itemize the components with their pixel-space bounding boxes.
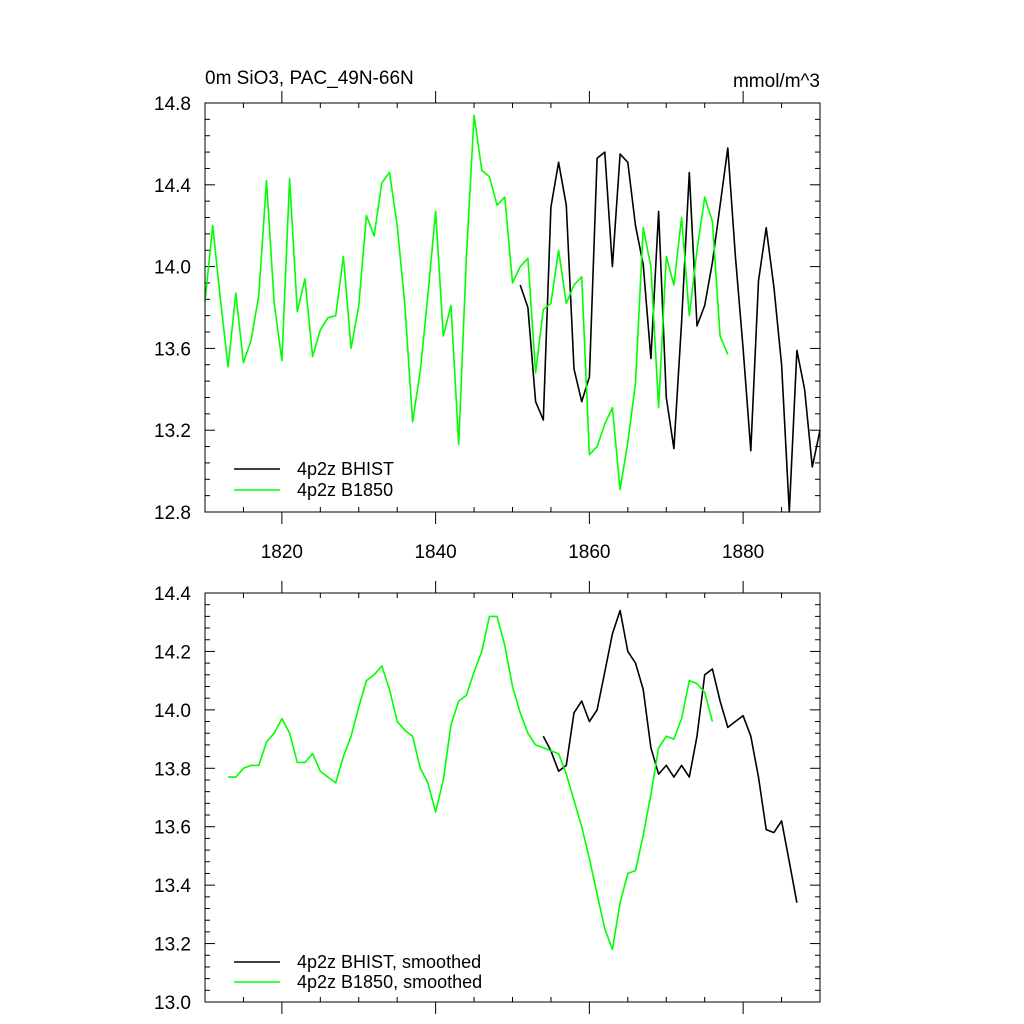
y-tick-label: 14.4 (154, 584, 191, 605)
y-tick-label: 13.2 (154, 421, 191, 442)
y-tick-label: 14.8 (154, 94, 191, 115)
y-tick-label: 13.6 (154, 339, 191, 360)
y-tick-label: 13.0 (154, 993, 191, 1014)
bottom-series (228, 609, 798, 951)
chart-title: 0m SiO3, PAC_49N-66N (205, 68, 414, 89)
y-tick-label: 14.2 (154, 642, 191, 663)
y-tick-label: 12.8 (154, 503, 191, 524)
top-series (204, 114, 821, 513)
x-tick-label: 1880 (722, 542, 764, 563)
series-line-4p2z-b1850-smoothed (228, 615, 714, 951)
y-tick-label: 14.0 (154, 258, 191, 279)
x-tick-label: 1840 (414, 542, 456, 563)
y-tick-label: 14.4 (154, 176, 191, 197)
bottom-panel: 13.0 13.2 13.4 13.6 13.8 14.0 14.2 14.4 4p2z BH… (154, 581, 821, 1014)
top-legend: 4p2z BHIST 4p2z B1850 (234, 459, 394, 500)
bottom-plot-frame (204, 592, 821, 1003)
legend-label-bhist-smoothed: 4p2z BHIST, smoothed (297, 952, 481, 972)
y-tick-label: 14.0 (154, 701, 191, 722)
y-tick-label: 13.8 (154, 759, 191, 780)
bottom-ticks (204, 581, 821, 1014)
series-line-4p2z-bhist-smoothed (542, 609, 798, 903)
series-line-4p2z-bhist (519, 147, 821, 513)
x-tick-label: 1820 (261, 542, 303, 563)
top-plot-frame (204, 102, 821, 513)
legend-label-bhist: 4p2z BHIST (297, 459, 394, 479)
y-tick-label: 13.6 (154, 818, 191, 839)
units-label: mmol/m^3 (733, 71, 820, 92)
legend-label-b1850: 4p2z B1850 (297, 480, 393, 500)
top-panel: 0m SiO3, PAC_49N-66N mmol/m^3 12.8 13.2 13… (154, 68, 821, 563)
bottom-tick-labels: 13.0 13.2 13.4 13.6 13.8 14.0 14.2 14.4 (154, 584, 191, 1014)
top-tick-labels: 12.8 13.2 13.6 14.0 14.4 14.8 1820 1840 1860 1880 (154, 94, 764, 563)
bottom-legend: 4p2z BHIST, smoothed 4p2z B1850, smoothe… (234, 952, 482, 992)
y-tick-label: 13.4 (154, 876, 191, 897)
x-tick-label: 1860 (568, 542, 610, 563)
y-tick-label: 13.2 (154, 935, 191, 956)
legend-label-b1850-smoothed: 4p2z B1850, smoothed (297, 972, 482, 992)
top-ticks (204, 91, 821, 524)
series-line-4p2z-b1850 (204, 114, 729, 491)
